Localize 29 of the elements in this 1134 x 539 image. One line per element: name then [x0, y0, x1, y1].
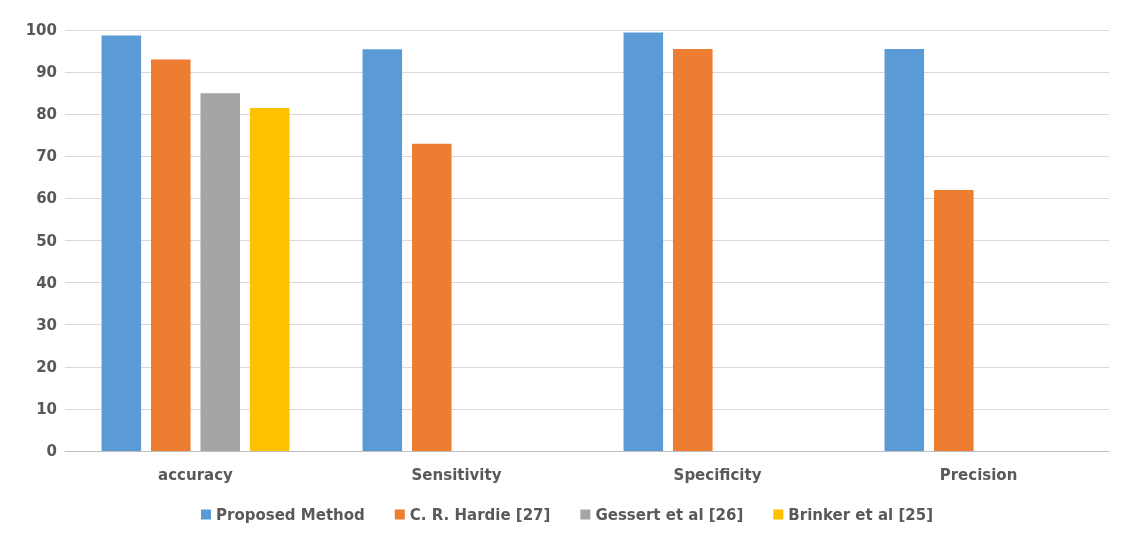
- x-tick-label: accuracy: [158, 465, 234, 484]
- bar: [623, 32, 664, 451]
- legend-label: Proposed Method: [216, 505, 365, 524]
- bar: [933, 189, 974, 451]
- y-tick-label: 30: [36, 315, 57, 334]
- y-tick-label: 80: [36, 105, 57, 124]
- bar: [249, 107, 290, 451]
- bar: [672, 48, 713, 451]
- bar: [200, 93, 241, 451]
- legend-label: Gessert et al [26]: [595, 505, 744, 524]
- bar: [411, 143, 452, 451]
- y-tick-label: 0: [46, 442, 57, 460]
- y-tick-label: 60: [36, 189, 57, 208]
- x-tick-label: Specificity: [673, 465, 762, 484]
- x-tick-label: Sensitivity: [411, 465, 502, 484]
- y-tick-label: 70: [36, 147, 57, 166]
- bar: [150, 59, 191, 451]
- y-tick-label: 20: [36, 357, 57, 376]
- bar: [362, 49, 403, 451]
- y-tick-label: 50: [36, 231, 57, 250]
- x-tick-label: Precision: [939, 465, 1018, 484]
- y-tick-label: 10: [36, 399, 57, 418]
- bar: [101, 35, 142, 451]
- legend-label: Brinker et al [25]: [788, 505, 933, 524]
- y-tick-label: 90: [36, 63, 57, 82]
- legend-label: C. R. Hardie [27]: [409, 505, 551, 524]
- y-tick-label: 100: [25, 21, 57, 39]
- y-tick-label: 40: [36, 273, 57, 292]
- bar: [884, 48, 925, 451]
